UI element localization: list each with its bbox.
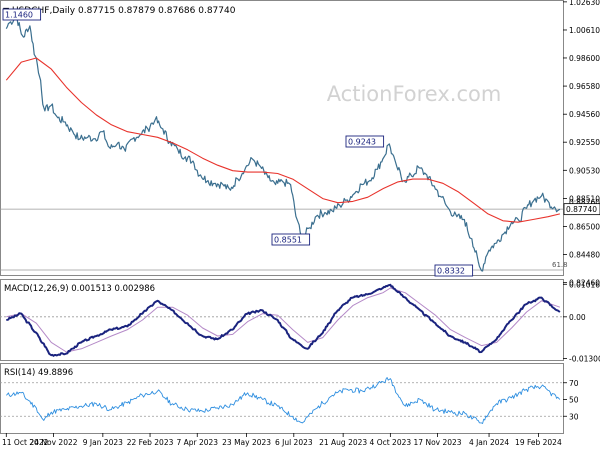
price-series-group bbox=[5, 17, 561, 272]
current-price-label: 0.87740 bbox=[566, 205, 597, 214]
rsi-y-tick-label: 70 bbox=[569, 379, 579, 388]
header-ohlc: 0.87715 0.87879 0.87686 0.87740 bbox=[78, 6, 236, 16]
fib-label: 61.8 bbox=[552, 261, 568, 269]
macd-label: MACD(12,26,9) 0.001513 0.002986 bbox=[4, 284, 155, 294]
price-y-tick-label: 0.98600 bbox=[569, 54, 600, 63]
price-y-tick-label: 0.90530 bbox=[569, 166, 600, 175]
x-tick-label: 24 Nov 2022 bbox=[29, 438, 77, 447]
macd-y-tick-label: -0.013006 bbox=[569, 354, 600, 363]
price-annotation-label: 0.8551 bbox=[274, 236, 302, 245]
x-tick-label: 21 Aug 2023 bbox=[319, 438, 367, 447]
price-y-tick-label: 1.02630 bbox=[569, 0, 600, 7]
rsi-label: RSI(14) 49.8896 bbox=[4, 368, 73, 378]
rsi-series-group bbox=[5, 377, 561, 424]
price-y-tick-label: 0.96580 bbox=[569, 82, 600, 91]
price-line bbox=[5, 17, 561, 272]
price-annotation-box bbox=[2, 8, 42, 21]
price-panel-frame bbox=[0, 0, 564, 276]
level-label: 0.88260 bbox=[569, 198, 600, 207]
macd-signal-line bbox=[6, 287, 561, 353]
price-annotation-box bbox=[434, 264, 474, 277]
macd-y-axis: 0.010166 0.00 -0.013006 bbox=[0, 280, 600, 363]
price-y-tick-label: 0.92550 bbox=[569, 138, 600, 147]
x-tick-label: 9 Jan 2023 bbox=[83, 438, 123, 447]
price-annotation-label: 0.9243 bbox=[348, 138, 376, 147]
watermark: ActionForex.com bbox=[327, 82, 502, 106]
macd-y-tick-label: 0.010166 bbox=[569, 280, 600, 289]
moving-average-line bbox=[5, 57, 561, 223]
x-tick-label: 7 Apr 2023 bbox=[176, 438, 218, 447]
price-y-tick-label: 0.86500 bbox=[569, 222, 600, 231]
price-annotation-box bbox=[345, 135, 385, 148]
header-symbol: USDCHF,Daily bbox=[12, 6, 76, 16]
price-y-axis: 1.02630 1.00610 0.98600 0.96580 0.94560 0.925… bbox=[563, 0, 600, 288]
price-annotation-label: 0.8332 bbox=[437, 267, 465, 276]
x-tick-label: 17 Nov 2023 bbox=[414, 438, 462, 447]
x-tick-label: 23 May 2023 bbox=[222, 438, 271, 447]
x-tick-label: 4 Oct 2023 bbox=[370, 438, 412, 447]
price-annotations: 1.1460 0.9243 0.8551 0.8332 bbox=[2, 8, 474, 277]
price-y-tick-label: 0.84480 bbox=[569, 251, 600, 260]
price-y-tick-label: 0.88510 bbox=[569, 194, 600, 203]
price-annotation-box bbox=[271, 233, 311, 246]
price-annotation-label: 1.1460 bbox=[5, 11, 33, 20]
rsi-y-tick-label: 30 bbox=[569, 412, 579, 421]
current-price-box bbox=[563, 203, 600, 216]
rsi-y-tick-label: 50 bbox=[569, 396, 579, 405]
price-y-tick-label: 0.94560 bbox=[569, 110, 600, 119]
rsi-line bbox=[5, 377, 561, 424]
rsi-panel-frame bbox=[0, 363, 564, 434]
x-tick-label: 4 Jan 2024 bbox=[469, 438, 509, 447]
x-tick-label: 22 Feb 2023 bbox=[127, 438, 174, 447]
price-y-tick-label: 0.82460 bbox=[569, 279, 600, 288]
price-y-tick-label: 1.00610 bbox=[569, 26, 600, 35]
x-tick-label: 6 Jul 2023 bbox=[275, 438, 313, 447]
rsi-y-axis: 70 50 30 bbox=[0, 379, 579, 421]
macd-main-line bbox=[6, 283, 561, 357]
macd-series-group bbox=[6, 283, 561, 357]
x-tick-label: 11 Oct 2022 bbox=[2, 438, 49, 447]
macd-y-tick-label: 0.00 bbox=[569, 313, 586, 322]
x-tick-label: 19 Feb 2024 bbox=[515, 438, 562, 447]
